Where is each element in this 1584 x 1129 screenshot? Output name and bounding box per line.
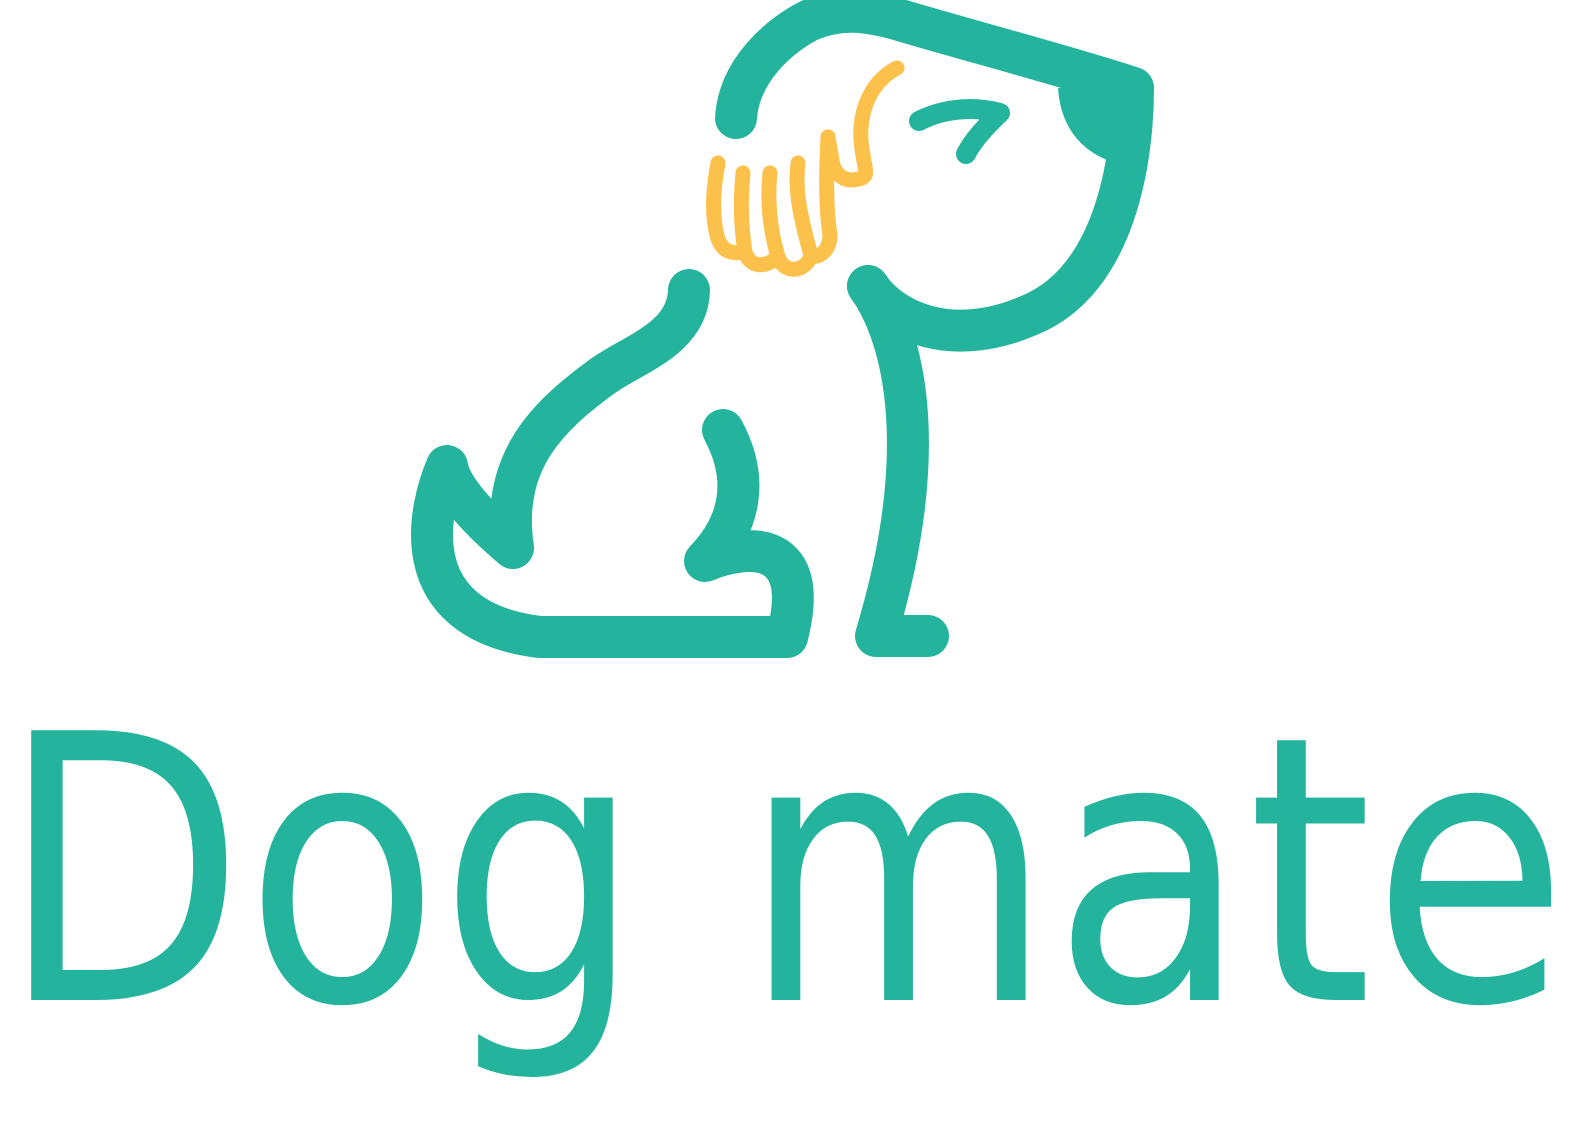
dog-eye <box>909 99 1010 164</box>
brand-name: Dog mate <box>0 700 1568 1088</box>
dog-head-outline <box>715 0 1154 139</box>
hand-finger-4 <box>706 155 753 261</box>
dog-back-outline <box>411 269 808 658</box>
dog-front-leg <box>847 265 949 657</box>
dog-outline-icon <box>411 0 1154 658</box>
brand-wordmark: Dog mate <box>0 700 1568 1088</box>
dog-hind-leg <box>684 409 814 658</box>
hand-finger-1 <box>789 129 838 264</box>
dog-ear-fill <box>1058 88 1140 163</box>
hand-thumb <box>820 60 905 188</box>
